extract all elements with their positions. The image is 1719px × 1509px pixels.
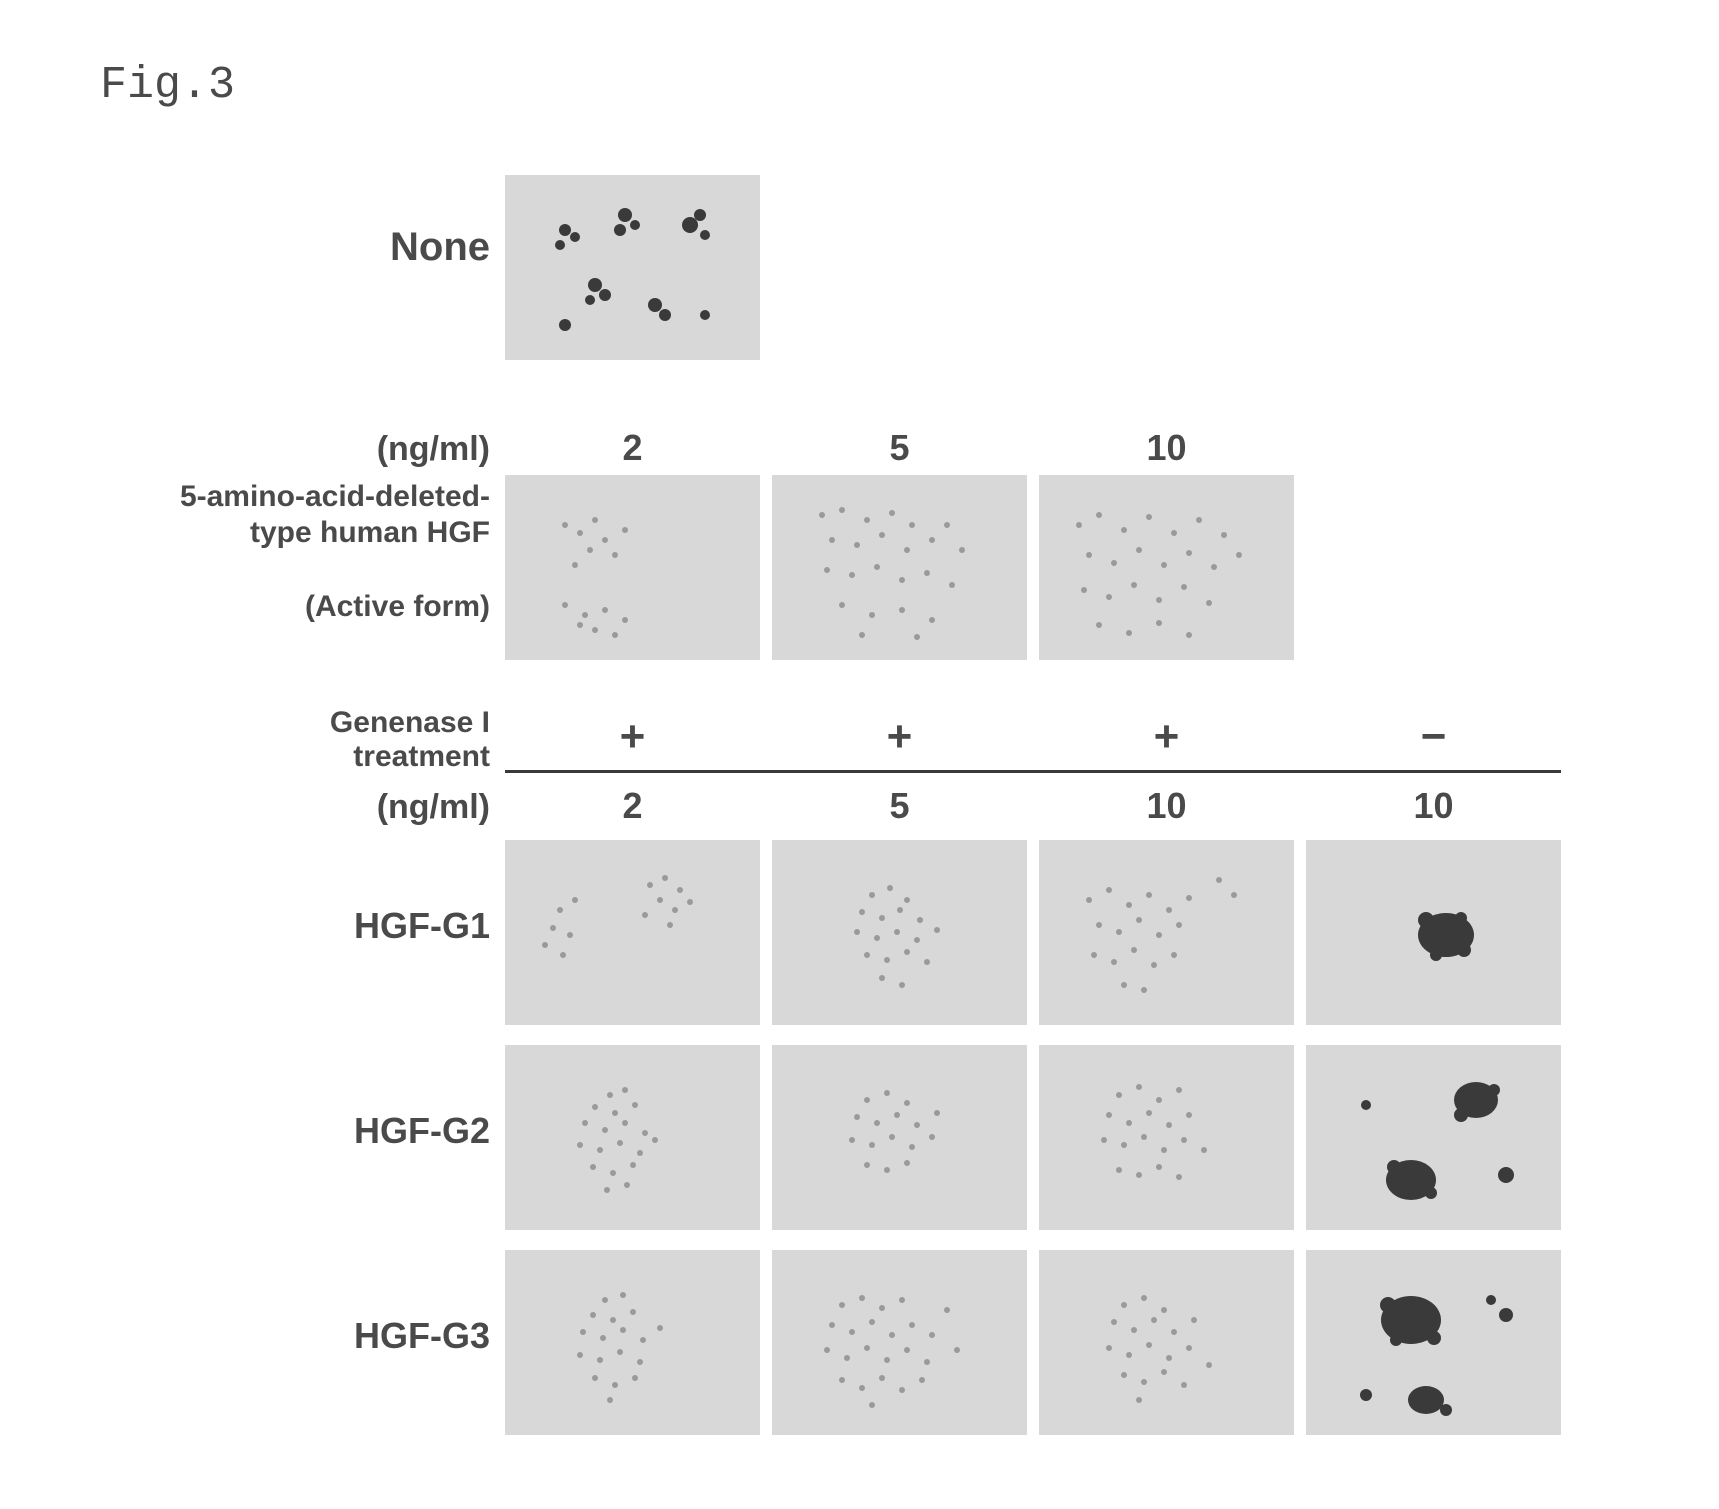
figure-label: Fig.3 bbox=[100, 60, 235, 111]
genenase-label-2: treatment bbox=[200, 740, 490, 774]
row-label-g2: HGF-G2 bbox=[200, 1110, 490, 1152]
micrograph-g3-c0 bbox=[505, 1250, 760, 1435]
micrograph-active-2 bbox=[505, 475, 760, 660]
micrograph-g3-c2 bbox=[1039, 1250, 1294, 1435]
row-label-g3: HGF-G3 bbox=[200, 1315, 490, 1357]
genenase-val-3: − bbox=[1306, 712, 1561, 762]
bottom-conc-unit: (ng/ml) bbox=[200, 788, 490, 827]
micrograph-active-10 bbox=[1039, 475, 1294, 660]
genenase-val-2: + bbox=[1039, 712, 1294, 762]
micrograph-g1-c2 bbox=[1039, 840, 1294, 1025]
bottom-conc-2: 10 bbox=[1039, 785, 1294, 827]
top-conc-unit: (ng/ml) bbox=[200, 430, 490, 469]
genenase-val-1: + bbox=[772, 712, 1027, 762]
active-form-label-2: type human HGF bbox=[40, 516, 490, 550]
micrograph-none bbox=[505, 175, 760, 360]
bottom-conc-3: 10 bbox=[1306, 785, 1561, 827]
active-form-label-3: (Active form) bbox=[40, 590, 490, 624]
row-label-g1: HGF-G1 bbox=[200, 905, 490, 947]
micrograph-g2-c2 bbox=[1039, 1045, 1294, 1230]
micrograph-g1-c3 bbox=[1306, 840, 1561, 1025]
active-form-label-1: 5-amino-acid-deleted- bbox=[40, 480, 490, 514]
micrograph-g2-c3 bbox=[1306, 1045, 1561, 1230]
genenase-label-1: Genenase I bbox=[200, 706, 490, 740]
micrograph-g3-c3 bbox=[1306, 1250, 1561, 1435]
micrograph-active-5 bbox=[772, 475, 1027, 660]
micrograph-g2-c0 bbox=[505, 1045, 760, 1230]
micrograph-g2-c1 bbox=[772, 1045, 1027, 1230]
bottom-conc-0: 2 bbox=[505, 785, 760, 827]
bottom-conc-1: 5 bbox=[772, 785, 1027, 827]
genenase-val-0: + bbox=[505, 712, 760, 762]
micrograph-g3-c1 bbox=[772, 1250, 1027, 1435]
top-conc-1: 5 bbox=[772, 427, 1027, 469]
micrograph-g1-c0 bbox=[505, 840, 760, 1025]
micrograph-g1-c1 bbox=[772, 840, 1027, 1025]
top-conc-2: 10 bbox=[1039, 427, 1294, 469]
row-label-none: None bbox=[200, 225, 490, 270]
top-conc-0: 2 bbox=[505, 427, 760, 469]
table-rule bbox=[505, 770, 1561, 773]
